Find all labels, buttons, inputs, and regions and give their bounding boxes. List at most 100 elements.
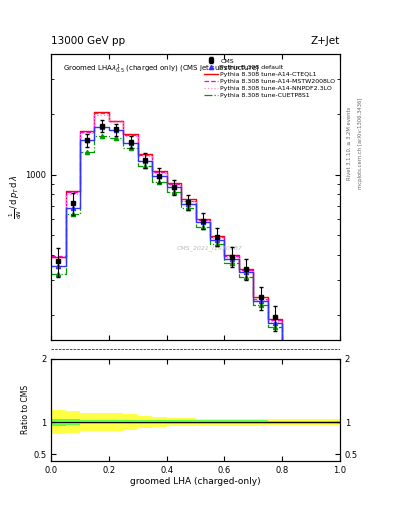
Pythia 8.308 tune-A14-NNPDF2.3LO [150,169,154,176]
Pythia 8.308 tune-A14-CTEQL1 [136,151,140,157]
Y-axis label: Ratio to CMS: Ratio to CMS [21,385,30,434]
Pythia 8.308 tune-CUETP8S1 [251,302,256,308]
Pythia 8.308 tune-A14-CTEQL1 [107,117,111,123]
Pythia 8.308 tune-A14-NNPDF2.3LO [280,355,285,361]
Pythia 8.308 default [171,184,176,190]
Pythia 8.308 default [215,237,220,243]
Pythia 8.308 default [186,201,191,207]
Line: Pythia 8.308 tune-CUETP8S1: Pythia 8.308 tune-CUETP8S1 [51,136,340,512]
Pythia 8.308 default [85,137,90,143]
Pythia 8.308 tune-A14-NNPDF2.3LO [136,153,140,159]
Pythia 8.308 tune-CUETP8S1 [265,324,270,330]
Pythia 8.308 tune-A14-MSTW2008LO [150,169,154,175]
Pythia 8.308 tune-A14-CTEQL1 [121,131,126,137]
Pythia 8.308 tune-A14-NNPDF2.3LO [294,399,299,405]
Pythia 8.308 tune-A14-CTEQL1 [63,188,68,194]
Pythia 8.308 default [258,297,263,304]
Pythia 8.308 tune-A14-MSTW2008LO [136,152,140,158]
Line: Pythia 8.308 tune-A14-NNPDF2.3LO: Pythia 8.308 tune-A14-NNPDF2.3LO [51,115,340,512]
Pythia 8.308 tune-CUETP8S1 [78,150,83,156]
Pythia 8.308 tune-CUETP8S1 [136,163,140,169]
Text: Rivet 3.1.10, ≥ 3.2M events: Rivet 3.1.10, ≥ 3.2M events [347,106,352,180]
Pythia 8.308 tune-A14-NNPDF2.3LO [237,268,241,274]
Pythia 8.308 tune-A14-CTEQL1 [78,128,83,134]
Pythia 8.308 default [229,255,234,262]
Pythia 8.308 tune-CUETP8S1 [179,205,184,211]
Pythia 8.308 tune-A14-NNPDF2.3LO [179,198,184,204]
Pythia 8.308 default [200,220,205,226]
Text: Groomed LHA$\lambda^1_{0.5}$ (charged only) (CMS jet substructure): Groomed LHA$\lambda^1_{0.5}$ (charged on… [62,62,259,76]
Pythia 8.308 tune-A14-NNPDF2.3LO [265,319,270,325]
Pythia 8.308 tune-A14-NNPDF2.3LO [121,133,126,139]
Y-axis label: $\frac{1}{\mathrm{d}N}\,/\,\mathrm{d}\,p_T\,\mathrm{d}\,\lambda$: $\frac{1}{\mathrm{d}N}\,/\,\mathrm{d}\,p… [7,175,24,219]
Text: Z+Jet: Z+Jet [311,36,340,46]
Pythia 8.308 tune-A14-NNPDF2.3LO [107,119,111,125]
Pythia 8.308 tune-A14-MSTW2008LO [251,296,256,302]
Text: CMS_2021_I1920187: CMS_2021_I1920187 [177,246,243,251]
Pythia 8.308 default [157,173,162,179]
Pythia 8.308 tune-A14-MSTW2008LO [49,252,53,259]
Pythia 8.308 default [301,401,306,407]
Pythia 8.308 tune-A14-MSTW2008LO [208,234,212,240]
Pythia 8.308 tune-A14-NNPDF2.3LO [63,190,68,197]
Pythia 8.308 default [114,127,118,134]
Pythia 8.308 tune-A14-MSTW2008LO [265,317,270,324]
Text: mcplots.cern.ch [arXiv:1306.3436]: mcplots.cern.ch [arXiv:1306.3436] [358,98,363,189]
Pythia 8.308 tune-CUETP8S1 [121,145,126,152]
Pythia 8.308 tune-CUETP8S1 [92,133,97,139]
Pythia 8.308 tune-A14-MSTW2008LO [294,396,299,402]
Pythia 8.308 default [244,269,248,275]
Pythia 8.308 tune-A14-MSTW2008LO [164,181,169,187]
Pythia 8.308 default [316,466,321,473]
Pythia 8.308 tune-CUETP8S1 [193,224,198,230]
Pythia 8.308 tune-A14-MSTW2008LO [193,217,198,223]
Pythia 8.308 default [56,263,61,269]
Pythia 8.308 default [143,158,147,164]
Pythia 8.308 tune-A14-MSTW2008LO [179,198,184,204]
Pythia 8.308 tune-A14-CTEQL1 [251,294,256,301]
Pythia 8.308 tune-A14-NNPDF2.3LO [92,112,97,118]
Pythia 8.308 tune-A14-CTEQL1 [237,266,241,272]
Line: Pythia 8.308 default: Pythia 8.308 default [56,125,335,512]
Pythia 8.308 tune-CUETP8S1 [280,361,285,367]
Pythia 8.308 tune-CUETP8S1 [294,406,299,412]
Pythia 8.308 tune-A14-MSTW2008LO [92,110,97,116]
Pythia 8.308 tune-A14-CTEQL1 [222,252,227,259]
Pythia 8.308 tune-A14-MSTW2008LO [78,129,83,135]
Pythia 8.308 default [287,356,292,362]
Pythia 8.308 default [273,320,277,326]
Pythia 8.308 tune-A14-NNPDF2.3LO [78,130,83,136]
Pythia 8.308 tune-A14-CTEQL1 [179,196,184,202]
Pythia 8.308 tune-A14-CTEQL1 [164,180,169,186]
Pythia 8.308 tune-A14-CTEQL1 [150,167,154,174]
X-axis label: groomed LHA (charged-only): groomed LHA (charged-only) [130,477,261,486]
Pythia 8.308 tune-A14-MSTW2008LO [280,354,285,360]
Pythia 8.308 tune-CUETP8S1 [63,210,68,217]
Pythia 8.308 tune-CUETP8S1 [107,135,111,141]
Pythia 8.308 default [99,124,104,131]
Pythia 8.308 tune-A14-CTEQL1 [193,216,198,222]
Pythia 8.308 tune-CUETP8S1 [49,271,53,277]
Pythia 8.308 tune-A14-CTEQL1 [265,316,270,322]
Pythia 8.308 tune-A14-CTEQL1 [280,352,285,358]
Pythia 8.308 tune-A14-MSTW2008LO [237,267,241,273]
Pythia 8.308 tune-A14-NNPDF2.3LO [222,254,227,260]
Pythia 8.308 default [128,140,133,146]
Pythia 8.308 tune-A14-CTEQL1 [92,109,97,115]
Text: 13000 GeV pp: 13000 GeV pp [51,36,125,46]
Line: Pythia 8.308 tune-A14-MSTW2008LO: Pythia 8.308 tune-A14-MSTW2008LO [51,113,340,512]
Pythia 8.308 tune-A14-NNPDF2.3LO [208,234,212,241]
Pythia 8.308 tune-A14-CTEQL1 [49,254,53,260]
Pythia 8.308 tune-CUETP8S1 [309,469,314,475]
Pythia 8.308 tune-A14-NNPDF2.3LO [49,255,53,261]
Pythia 8.308 default [70,205,75,211]
Pythia 8.308 tune-A14-NNPDF2.3LO [193,217,198,223]
Pythia 8.308 tune-A14-CTEQL1 [208,233,212,239]
Pythia 8.308 tune-CUETP8S1 [222,260,227,266]
Pythia 8.308 tune-A14-MSTW2008LO [222,253,227,260]
Pythia 8.308 tune-CUETP8S1 [208,241,212,247]
Pythia 8.308 tune-CUETP8S1 [150,179,154,185]
Line: Pythia 8.308 tune-A14-CTEQL1: Pythia 8.308 tune-A14-CTEQL1 [51,112,340,512]
Pythia 8.308 tune-A14-NNPDF2.3LO [309,459,314,465]
Pythia 8.308 tune-A14-CTEQL1 [309,455,314,461]
